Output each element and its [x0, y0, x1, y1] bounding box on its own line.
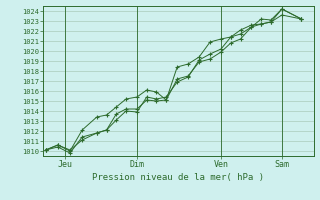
X-axis label: Pression niveau de la mer( hPa ): Pression niveau de la mer( hPa ) — [92, 173, 264, 182]
